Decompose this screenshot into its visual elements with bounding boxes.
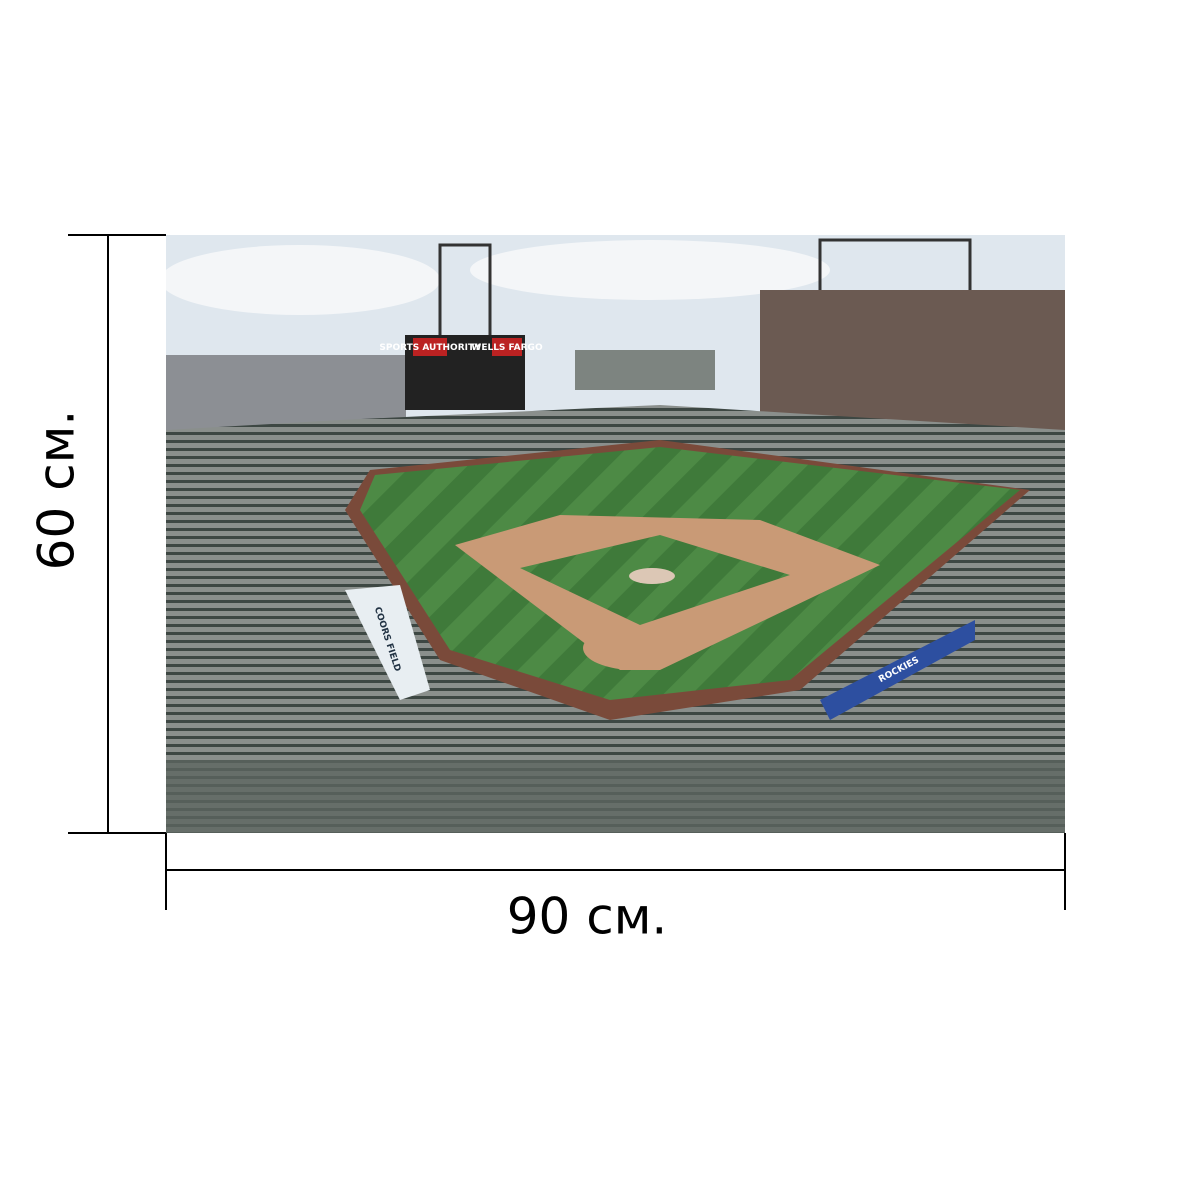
pitchers-mound: [629, 568, 675, 584]
width-label: 90 см.: [507, 888, 668, 946]
sign-board: [413, 338, 447, 356]
banner: [820, 620, 975, 720]
home-plate-area: [583, 626, 687, 670]
stadium-photo: SPORTS AUTHORITY WELLS FARGO COORS FIELD…: [166, 235, 1065, 833]
height-label: 60 см.: [28, 410, 86, 571]
railing: [166, 760, 1065, 833]
cloud: [166, 245, 440, 315]
sign-text: WELLS FARGO: [471, 343, 543, 353]
center-stands: [575, 350, 715, 390]
banner: [345, 585, 430, 700]
sign-text: SPORTS AUTHORITY: [379, 343, 481, 353]
dimension-lines: [68, 234, 1066, 910]
sign-board: [492, 338, 522, 356]
cloud: [470, 240, 830, 300]
